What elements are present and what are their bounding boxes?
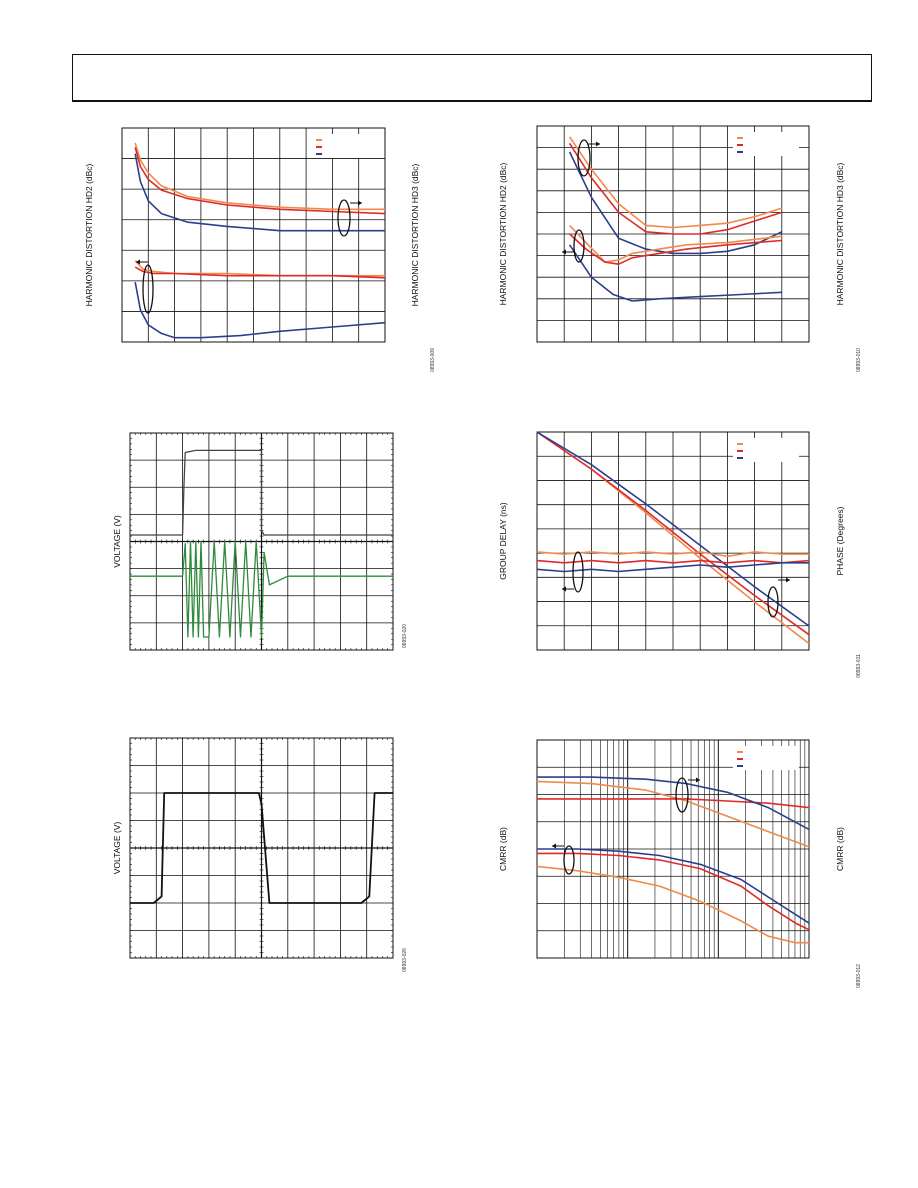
annotation-hd2-c2 <box>562 229 585 263</box>
series-line <box>134 142 385 211</box>
series-line <box>134 153 385 232</box>
annotation-cmrr-left-c6 <box>552 843 575 875</box>
figure-id: 08993-009 <box>430 348 436 372</box>
grid-lines <box>122 128 385 342</box>
arrow-head <box>696 777 700 783</box>
legend-box <box>312 134 378 158</box>
series-line <box>569 224 782 263</box>
series-line <box>568 142 783 235</box>
grid-lines <box>537 432 809 650</box>
legend-box <box>733 746 799 770</box>
y-axis-label-left: CMRR (dB) <box>498 827 508 871</box>
series-line <box>134 147 386 215</box>
chart-c3: VOLTAGE (V) 08993-020 <box>112 432 408 651</box>
y-axis-label-right: CMRR (dB) <box>835 827 845 871</box>
annotation-ellipse <box>337 199 351 237</box>
chart-c6: CMRR (dB) CMRR (dB) 08993-012 <box>498 739 862 988</box>
series-line <box>568 244 782 302</box>
legend-box <box>733 438 799 462</box>
figure-id: 08993-026 <box>402 948 408 972</box>
arrow-head <box>562 249 566 255</box>
y-axis-label-left: GROUP DELAY (ns) <box>498 502 508 580</box>
annotation-ellipse <box>573 229 585 263</box>
annotation-delay-c4 <box>562 551 584 593</box>
annotation-phase-c4 <box>767 577 790 618</box>
chart-c1: HARMONIC DISTORTION HD2 (dBc) HARMONIC DI… <box>84 127 436 372</box>
figure-id: 08993-012 <box>856 964 862 988</box>
series-line <box>537 798 810 809</box>
figure-id: 08993-020 <box>402 624 408 648</box>
y-axis-label-left: VOLTAGE (V) <box>112 822 122 875</box>
series-line <box>536 431 810 627</box>
arrow-head <box>596 141 600 147</box>
legend-box <box>733 132 799 156</box>
series-line <box>536 865 809 944</box>
series-line <box>537 848 810 924</box>
series-line <box>134 281 386 339</box>
arrow-head <box>786 577 790 583</box>
annotation-ellipse <box>577 139 591 177</box>
annotation-ellipse <box>563 845 575 875</box>
annotation-hd2-c1 <box>136 259 154 314</box>
series-line <box>568 136 783 229</box>
annotation-ellipse <box>675 777 689 813</box>
annotation-ellipse <box>767 586 779 618</box>
grid-lines <box>129 737 394 959</box>
figure-id: 08993-011 <box>856 654 862 678</box>
y-axis-label-left: HARMONIC DISTORTION HD2 (dBc) <box>84 163 94 306</box>
annotation-hd3-c1 <box>337 199 362 237</box>
chart-c4: GROUP DELAY (ns) PHASE (Degrees) 08993-011 <box>498 431 862 678</box>
annotation-ellipse <box>572 551 584 593</box>
chart-c2: HARMONIC DISTORTION HD2 (dBc) HARMONIC DI… <box>498 125 862 372</box>
arrow-head <box>358 200 362 206</box>
series-line <box>569 233 782 266</box>
grid-lines <box>537 740 809 958</box>
y-axis-label-right: HARMONIC DISTORTION HD3 (dBc) <box>410 163 420 306</box>
arrow-head <box>136 259 140 265</box>
annotation-hd3-c2 <box>577 139 600 177</box>
series-line <box>536 551 809 558</box>
series-line <box>536 431 810 636</box>
y-axis-label-left: VOLTAGE (V) <box>112 515 122 568</box>
series-line <box>130 449 393 536</box>
annotation-cmrr-right-c6 <box>675 777 700 813</box>
page-header-frame <box>72 54 872 102</box>
chart-c5: VOLTAGE (V) 08993-026 <box>112 737 408 972</box>
annotation-ellipse <box>142 264 154 314</box>
y-axis-label-right: PHASE (Degrees) <box>835 506 845 575</box>
y-axis-label-left: HARMONIC DISTORTION HD2 (dBc) <box>498 162 508 305</box>
y-axis-label-right: HARMONIC DISTORTION HD3 (dBc) <box>835 162 845 305</box>
series-line <box>537 852 810 931</box>
series-line <box>130 540 393 638</box>
figure-id: 08993-010 <box>856 348 862 372</box>
arrow-head <box>552 843 556 849</box>
series-line <box>568 151 783 255</box>
series-line <box>130 792 393 904</box>
series-line <box>536 780 810 848</box>
arrow-head <box>562 586 566 592</box>
